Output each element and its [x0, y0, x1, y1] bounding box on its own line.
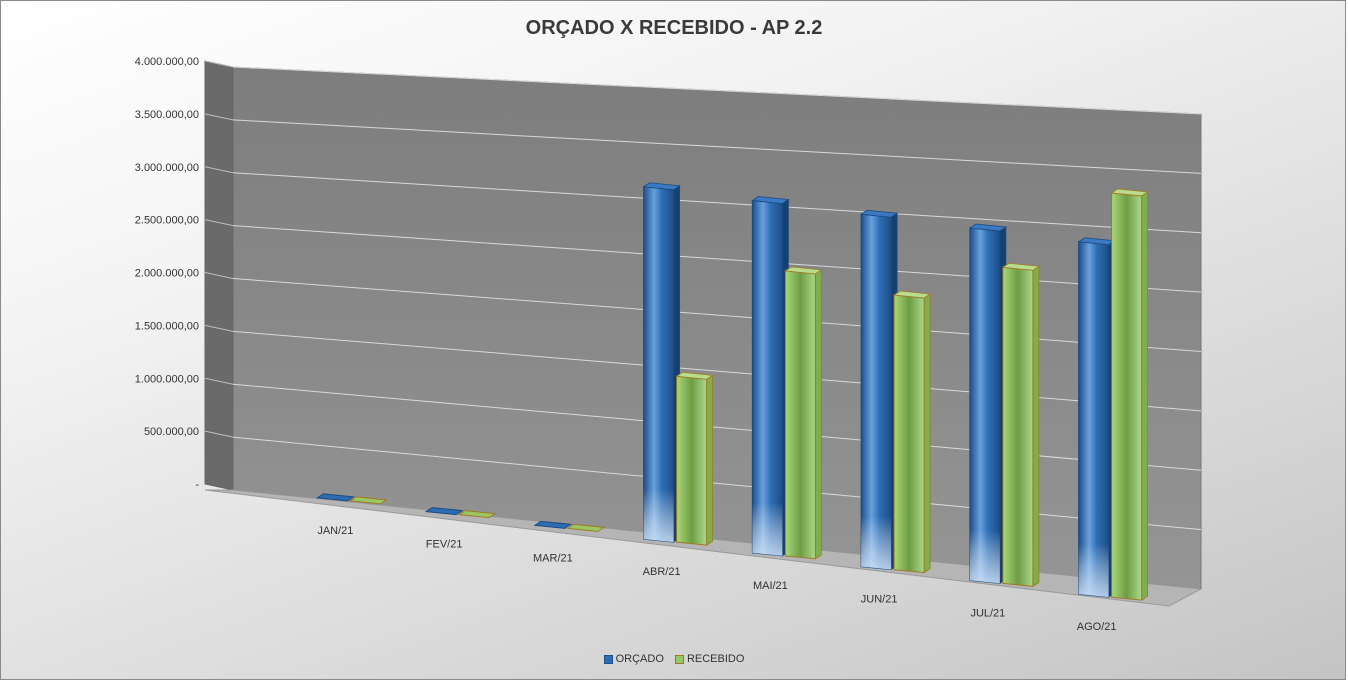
- bar-front-highlight: [969, 228, 1000, 584]
- gridline: [232, 119, 1202, 174]
- x-tick-label: AGO/21: [1077, 621, 1117, 633]
- bar-recebido-fev-21: [457, 510, 497, 519]
- bar-recebido-ago-21: [1110, 188, 1149, 601]
- gridline: [232, 436, 1202, 531]
- gridline-side: [204, 166, 234, 174]
- bar-recebido-abr-21: [675, 371, 714, 546]
- y-tick-label: 1.000.000,00: [135, 373, 199, 385]
- x-tick-label: JUN/21: [861, 594, 898, 606]
- bar-side: [1032, 265, 1040, 588]
- bar-front: [784, 270, 816, 560]
- bar-orcado-abr-21: [642, 182, 681, 543]
- bar-recebido-mai-21: [784, 266, 823, 560]
- chart-legend: ORÇADO RECEBIDO: [1, 653, 1347, 667]
- bar-side: [814, 269, 822, 560]
- bar-orcado-mar-21: [533, 520, 573, 529]
- bar-top: [968, 223, 1008, 232]
- bar-top: [784, 266, 823, 275]
- y-tick-label: 3.000.000,00: [135, 162, 199, 174]
- gridline-side: [204, 113, 234, 121]
- chart-title: ORÇADO X RECEBIDO - AP 2.2: [525, 17, 823, 39]
- bar-top: [642, 182, 681, 191]
- gridline-side: [204, 219, 234, 227]
- legend-item-recebido: RECEBIDO: [674, 653, 745, 665]
- bar-front-highlight: [1078, 241, 1109, 598]
- bar-zero-cap: [566, 523, 606, 532]
- y-tick-label: 4.000.000,00: [135, 56, 199, 68]
- bar-recebido-mar-21: [566, 523, 606, 532]
- bar-orcado-jul-21: [968, 223, 1008, 585]
- bar-zero-cap: [348, 496, 388, 505]
- gridline-side: [204, 324, 234, 332]
- bar-zero-cap: [424, 507, 464, 516]
- bar-top: [892, 290, 932, 299]
- bar-top: [751, 196, 790, 204]
- bar-zero-cap: [457, 510, 497, 519]
- y-tick-label: 1.500.000,00: [135, 320, 199, 332]
- x-tick-label: ABR/21: [643, 566, 681, 578]
- x-tick-label: JAN/21: [317, 525, 353, 537]
- bar-front: [1111, 192, 1143, 601]
- bar-orcado-fev-21: [424, 507, 464, 516]
- gridline: [232, 383, 1202, 471]
- bar-orcado-jun-21: [859, 209, 899, 571]
- x-tick-label: JUL/21: [970, 607, 1005, 619]
- legend-item-orcado: ORÇADO: [603, 653, 664, 665]
- bar-front: [893, 294, 925, 574]
- bar-zero-cap: [315, 493, 355, 502]
- x-tick-label: MAI/21: [753, 580, 788, 592]
- bar-orcado-ago-21: [1077, 237, 1116, 598]
- bar-side: [1141, 191, 1149, 601]
- bar-top: [859, 209, 899, 218]
- gridline: [232, 278, 1202, 352]
- bar-zero-cap: [533, 520, 573, 529]
- legend-swatch-orcado: [603, 654, 613, 664]
- gridline: [232, 225, 1202, 293]
- bar-recebido-jan-21: [348, 496, 388, 505]
- y-tick-label: 500.000,00: [144, 426, 199, 438]
- bar-top: [675, 371, 714, 380]
- gridline: [232, 330, 1202, 412]
- legend-label-orcado: ORÇADO: [615, 653, 664, 665]
- bar-front-highlight: [643, 186, 674, 543]
- bar-side: [923, 293, 931, 574]
- gridline-side: [204, 430, 234, 438]
- bar-front-highlight: [861, 214, 892, 570]
- bar-front-highlight: [752, 200, 783, 556]
- legend-swatch-recebido: [674, 654, 684, 664]
- gridline-side: [204, 377, 234, 385]
- bar-recebido-jul-21: [1001, 262, 1041, 588]
- bar-top: [1110, 188, 1149, 197]
- bar-side: [706, 374, 714, 546]
- bar-orcado-mai-21: [751, 196, 790, 557]
- legend-label-recebido: RECEBIDO: [686, 653, 745, 665]
- y-tick-label: 3.500.000,00: [135, 109, 199, 121]
- y-tick-label: 2.500.000,00: [135, 215, 199, 227]
- gridline-side: [204, 60, 234, 68]
- bar-front: [676, 375, 708, 546]
- bar-recebido-jun-21: [892, 290, 932, 574]
- x-tick-label: MAR/21: [533, 552, 573, 564]
- gridline: [232, 172, 1202, 234]
- gridline: [232, 66, 1202, 115]
- y-tick-label: -: [195, 479, 199, 491]
- x-tick-label: FEV/21: [426, 539, 463, 551]
- bar-orcado-jan-21: [315, 493, 355, 502]
- bar-top: [1001, 262, 1041, 271]
- y-tick-label: 2.000.000,00: [135, 268, 199, 280]
- bar-front: [1002, 266, 1034, 587]
- gridline-side: [204, 272, 234, 279]
- plot-floor: [204, 489, 1203, 607]
